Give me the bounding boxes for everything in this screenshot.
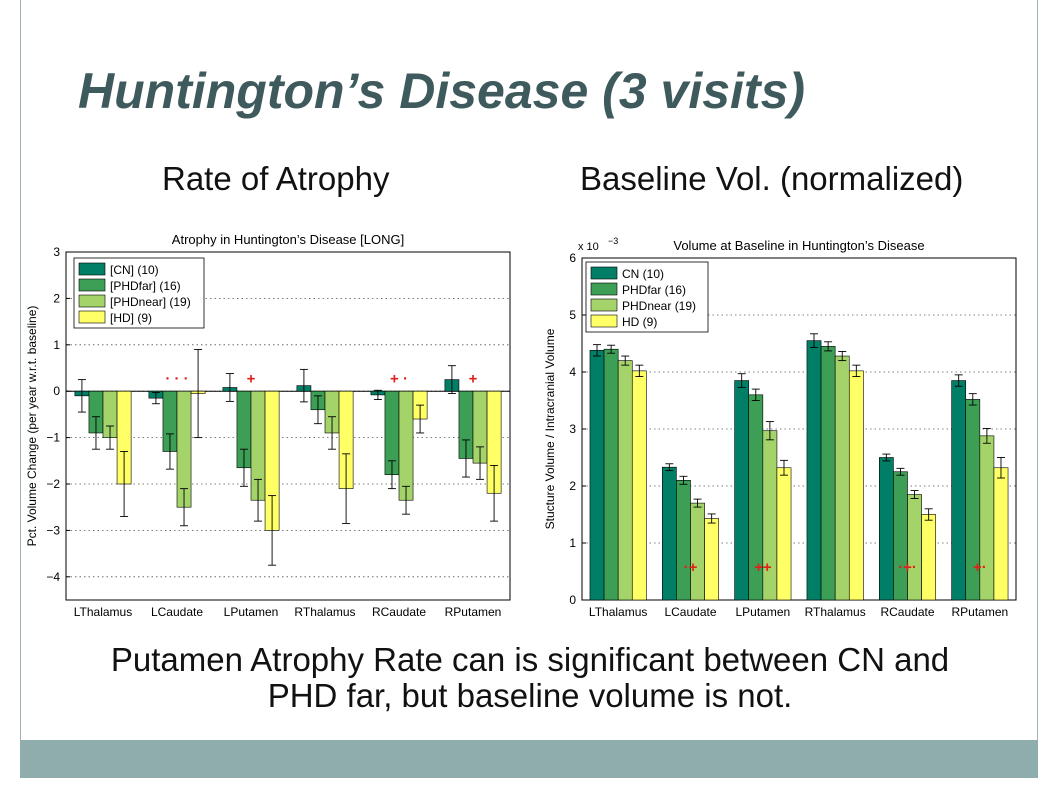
x-tick-label: LCaudate <box>664 605 716 619</box>
bar <box>893 471 908 601</box>
x-tick-label: LThalamus <box>74 605 132 619</box>
x-tick-label: RCaudate <box>880 605 934 619</box>
legend-entry: HD (9) <box>622 315 657 329</box>
slide-caption: Putamen Atrophy Rate can is significant … <box>30 642 1030 714</box>
y-tick-label: −3 <box>46 523 60 537</box>
y-tick-label: 5 <box>569 308 576 322</box>
legend-entry: [HD] (9) <box>110 311 152 325</box>
slide-title: Huntington’s Disease (3 visits) <box>78 63 806 119</box>
bar <box>661 466 677 601</box>
atrophy-rate-chart: Atrophy in Huntington’s Disease [LONG] 3 2… <box>25 232 511 619</box>
x-tick-label: RThalamus <box>294 605 355 619</box>
y-tick-label: −4 <box>46 570 60 584</box>
bar <box>921 514 937 601</box>
y-axis-label: Stucture Volume / Intracranial Volume <box>543 328 557 529</box>
legend-swatch <box>78 294 106 308</box>
chart-title: Volume at Baseline in Huntington’s Disea… <box>673 238 924 253</box>
legend-entry: [PHDnear] (19) <box>110 295 191 309</box>
x-tick-label: LPutamen <box>224 605 279 619</box>
y-tick-label: 0 <box>53 384 60 398</box>
legend-swatch <box>78 310 106 324</box>
y-tick-label: −2 <box>46 477 60 491</box>
bar <box>951 380 967 601</box>
bar <box>776 467 792 601</box>
x-tick-label: RThalamus <box>805 605 866 619</box>
caption-line-1: Putamen Atrophy Rate can is significant … <box>110 641 950 678</box>
slide-frame-right <box>1037 0 1038 740</box>
y-tick-label: 1 <box>569 536 576 550</box>
legend-entry: [CN] (10) <box>110 263 159 277</box>
y-tick-label: 0 <box>569 593 576 607</box>
bar <box>734 380 750 601</box>
significance-marker: + <box>247 370 256 387</box>
bar <box>603 348 619 601</box>
y-tick-label: 3 <box>569 422 576 436</box>
y-tick-label: 2 <box>569 479 576 493</box>
legend-entry: CN (10) <box>622 267 664 281</box>
legend-entry: PHDnear (19) <box>622 299 696 313</box>
y-tick-label: 4 <box>569 365 576 379</box>
significance-marker: + <box>469 370 478 387</box>
y-tick-label: −1 <box>46 431 60 445</box>
bar <box>806 340 822 601</box>
x-tick-label: LCaudate <box>151 605 203 619</box>
x-tick-label: RCaudate <box>372 605 426 619</box>
x-tick-label: RPutamen <box>951 605 1008 619</box>
y-scale-exponent: −3 <box>608 236 618 246</box>
legend-swatch <box>78 278 106 292</box>
subtitle-rate-of-atrophy: Rate of Atrophy <box>162 160 390 197</box>
bar <box>993 467 1009 601</box>
y-tick-label: 3 <box>53 245 60 259</box>
bar <box>820 346 836 601</box>
bar <box>676 479 691 601</box>
bar <box>690 502 705 601</box>
chart-title: Atrophy in Huntington’s Disease [LONG] <box>172 232 404 247</box>
slide-footer-bar <box>20 740 1038 778</box>
significance-marker: ++ <box>754 559 772 576</box>
significance-marker: +· <box>973 559 987 576</box>
y-tick-label: 1 <box>53 338 60 352</box>
legend-swatch <box>590 298 618 312</box>
significance-marker: ·+· <box>898 559 917 576</box>
legend-entry: PHDfar (16) <box>622 283 686 297</box>
bar <box>704 518 720 601</box>
legend-swatch <box>590 314 618 328</box>
x-tick-label: LPutamen <box>735 605 790 619</box>
bar <box>907 494 922 601</box>
bar <box>834 355 850 601</box>
y-axis-label: Pct. Volume Change (per year w.r.t. base… <box>25 306 39 547</box>
legend-swatch <box>590 266 618 280</box>
bar <box>617 360 633 601</box>
x-tick-label: RPutamen <box>445 605 502 619</box>
y-tick-label: 2 <box>53 291 60 305</box>
slide-frame-left <box>20 0 21 740</box>
bar <box>878 457 894 601</box>
significance-marker: + · <box>390 370 408 387</box>
baseline-volume-chart: Volume at Baseline in Huntington’s Disea… <box>543 236 1017 619</box>
significance-marker: · · · <box>165 370 188 387</box>
bar <box>398 390 414 501</box>
legend-entry: [PHDfar] (16) <box>110 279 181 293</box>
legend-swatch <box>590 282 618 296</box>
bar <box>848 370 864 601</box>
significance-marker: ·+ <box>684 559 698 576</box>
y-scale-label: x 10 <box>578 241 599 253</box>
legend-swatch <box>78 262 106 276</box>
caption-line-2: PHD far, but baseline volume is not. <box>267 677 793 714</box>
x-tick-label: LThalamus <box>589 605 647 619</box>
bar <box>631 370 647 601</box>
bar <box>589 350 605 601</box>
subtitle-baseline-volume: Baseline Vol. (normalized) <box>580 160 964 197</box>
y-tick-label: 6 <box>569 251 576 265</box>
